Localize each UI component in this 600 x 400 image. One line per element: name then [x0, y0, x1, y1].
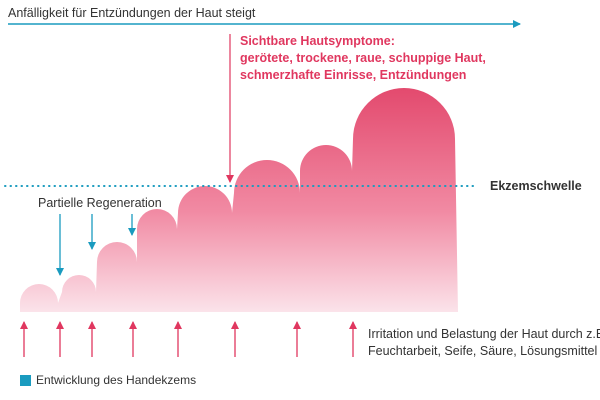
- legend-swatch: [20, 374, 31, 386]
- regeneration-label: Partielle Regeneration: [38, 196, 162, 210]
- legend: Entwicklung des Handekzems: [20, 373, 196, 387]
- eczema-mound-shape: [20, 88, 458, 312]
- symptoms-title: Sichtbare Hautsymptome:: [240, 34, 395, 48]
- symptoms-line-2: schmerzhafte Einrisse, Entzündungen: [240, 68, 466, 82]
- symptoms-line-1: gerötete, trockene, raue, schuppige Haut…: [240, 51, 486, 65]
- threshold-label: Ekzemschwelle: [490, 179, 582, 193]
- irritation-line-2: Feuchtarbeit, Seife, Säure, Lösungsmitte…: [368, 344, 597, 358]
- top-axis-label: Anfälligkeit für Entzündungen der Haut s…: [8, 6, 256, 20]
- irritation-line-1: Irritation und Belastung der Haut durch …: [368, 327, 600, 341]
- irritation-arrows: [20, 321, 357, 357]
- legend-label: Entwicklung des Handekzems: [36, 373, 197, 387]
